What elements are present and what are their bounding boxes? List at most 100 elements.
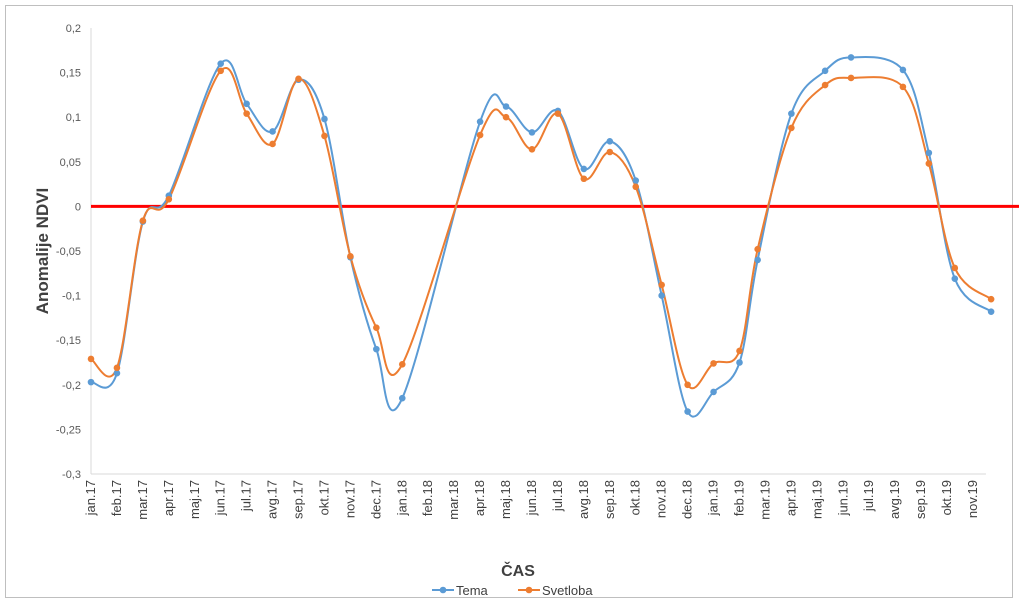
x-tick-label: jun.18 bbox=[524, 480, 539, 516]
y-tick-label: 0,15 bbox=[60, 68, 81, 80]
x-tick-label: jan.17 bbox=[83, 480, 98, 516]
data-point-tema bbox=[899, 66, 907, 74]
data-point-tema bbox=[821, 67, 829, 75]
x-tick-label: jan.19 bbox=[706, 480, 721, 516]
data-point-svetloba bbox=[398, 360, 406, 368]
x-tick-label: feb.17 bbox=[109, 480, 124, 516]
data-point-svetloba bbox=[554, 110, 562, 117]
data-point-svetloba bbox=[373, 324, 380, 332]
data-point-svetloba bbox=[632, 183, 640, 191]
legend-label-tema: Tema bbox=[456, 583, 489, 598]
data-point-tema bbox=[476, 118, 484, 125]
x-tick-label: nov.18 bbox=[654, 480, 669, 518]
y-tick-label: -0,05 bbox=[56, 246, 81, 258]
data-point-svetloba bbox=[476, 131, 484, 139]
x-tick-label: nov.19 bbox=[965, 480, 980, 518]
data-point-svetloba bbox=[821, 81, 829, 89]
x-tick-label: mar.18 bbox=[446, 480, 461, 520]
data-point-svetloba bbox=[847, 74, 855, 82]
data-point-tema bbox=[113, 369, 121, 377]
data-point-svetloba bbox=[243, 110, 250, 117]
data-point-svetloba bbox=[754, 245, 761, 253]
series-line-tema bbox=[90, 56, 992, 418]
x-tick-label: sep.19 bbox=[913, 480, 928, 519]
data-point-tema bbox=[398, 394, 406, 402]
data-point-svetloba bbox=[165, 195, 173, 203]
x-tick-label: mar.17 bbox=[135, 480, 150, 520]
data-point-svetloba bbox=[658, 281, 665, 289]
x-tick-label: nov.17 bbox=[342, 480, 357, 518]
x-tick-label: apr.19 bbox=[783, 480, 798, 516]
x-tick-label: sep.18 bbox=[602, 480, 617, 519]
data-point-tema bbox=[847, 54, 855, 61]
data-point-svetloba bbox=[580, 175, 588, 183]
data-point-tema bbox=[788, 110, 795, 117]
x-tick-label: jun.17 bbox=[213, 480, 228, 516]
legend-marker-svetloba bbox=[525, 586, 533, 594]
legend: Tema Svetloba bbox=[432, 583, 593, 598]
data-point-svetloba bbox=[736, 347, 743, 355]
x-tick-label: apr.17 bbox=[161, 480, 176, 516]
x-axis-ticks: jan.17 feb.17 mar.17 apr.17 maj.17 jun.17 jul.… bbox=[83, 480, 980, 520]
data-point-svetloba bbox=[951, 264, 959, 272]
x-tick-label: sep.17 bbox=[291, 480, 306, 519]
data-point-tema bbox=[925, 149, 933, 157]
data-point-svetloba bbox=[87, 355, 95, 363]
data-point-svetloba bbox=[269, 140, 276, 148]
x-tick-label: mar.19 bbox=[757, 480, 772, 520]
data-point-tema bbox=[606, 137, 614, 145]
data-point-tema bbox=[736, 359, 743, 366]
x-tick-label: feb.18 bbox=[420, 480, 435, 516]
x-tick-label: dec.18 bbox=[680, 480, 695, 519]
x-tick-label: feb.19 bbox=[732, 480, 747, 516]
data-point-tema bbox=[373, 345, 380, 353]
data-point-tema bbox=[243, 100, 250, 108]
x-tick-label: maj.19 bbox=[809, 480, 824, 519]
chart-frame bbox=[5, 5, 1013, 598]
data-point-svetloba bbox=[606, 148, 614, 156]
data-point-tema bbox=[710, 388, 717, 396]
y-tick-label: 0,1 bbox=[66, 112, 81, 124]
x-tick-label: jan.18 bbox=[394, 480, 409, 516]
data-point-svetloba bbox=[321, 132, 328, 140]
x-tick-label: jul.17 bbox=[239, 480, 254, 512]
series-line-svetloba bbox=[90, 67, 992, 389]
data-point-tema bbox=[987, 308, 995, 315]
x-tick-label: maj.18 bbox=[498, 480, 513, 519]
data-point-tema bbox=[632, 177, 640, 184]
data-point-tema bbox=[217, 60, 224, 67]
x-tick-label: apr.18 bbox=[472, 480, 487, 516]
data-point-svetloba bbox=[113, 364, 121, 372]
data-point-tema bbox=[502, 103, 510, 110]
y-tick-label: 0,2 bbox=[66, 23, 81, 35]
x-tick-label: avg.19 bbox=[887, 480, 902, 519]
x-tick-label: avg.18 bbox=[576, 480, 591, 519]
legend-label-svetloba: Svetloba bbox=[542, 583, 593, 598]
y-tick-label: -0,25 bbox=[56, 424, 81, 436]
data-point-svetloba bbox=[710, 360, 717, 367]
y-tick-label: -0,3 bbox=[62, 469, 81, 481]
x-tick-label: jul.18 bbox=[550, 480, 565, 512]
data-point-svetloba bbox=[684, 381, 691, 389]
data-point-tema bbox=[684, 408, 691, 415]
data-point-tema bbox=[658, 292, 665, 299]
x-tick-label: maj.17 bbox=[187, 480, 202, 519]
data-point-svetloba bbox=[987, 295, 995, 303]
x-axis-title: ČAS bbox=[501, 561, 535, 580]
data-point-svetloba bbox=[528, 146, 536, 153]
y-tick-label: -0,2 bbox=[62, 380, 81, 392]
x-tick-label: okt.18 bbox=[628, 480, 643, 515]
data-point-tema bbox=[580, 165, 588, 173]
data-point-svetloba bbox=[899, 83, 907, 91]
y-tick-label: -0,15 bbox=[56, 335, 81, 347]
x-tick-label: avg.17 bbox=[265, 480, 280, 519]
data-point-tema bbox=[87, 378, 95, 386]
x-tick-label: okt.17 bbox=[316, 480, 331, 515]
y-tick-label: 0,05 bbox=[60, 157, 81, 169]
series-group bbox=[87, 54, 995, 418]
data-point-svetloba bbox=[295, 75, 302, 83]
x-tick-label: jun.19 bbox=[835, 480, 850, 516]
data-point-tema bbox=[528, 129, 536, 136]
x-tick-label: okt.19 bbox=[939, 480, 954, 515]
